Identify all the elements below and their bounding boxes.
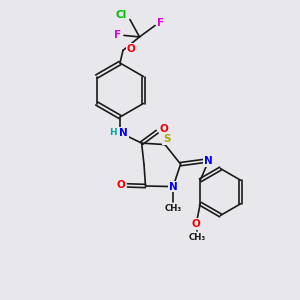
Text: O: O	[159, 124, 168, 134]
Text: CH₃: CH₃	[164, 204, 182, 213]
Text: N: N	[169, 182, 178, 192]
Text: O: O	[127, 44, 136, 54]
Text: H: H	[110, 128, 117, 137]
Text: N: N	[204, 156, 213, 166]
Text: CH₃: CH₃	[189, 233, 206, 242]
Text: S: S	[163, 134, 170, 144]
Text: Cl: Cl	[116, 10, 127, 20]
Text: F: F	[157, 17, 164, 28]
Text: O: O	[116, 180, 125, 190]
Text: F: F	[114, 30, 121, 40]
Text: O: O	[191, 219, 200, 229]
Text: N: N	[119, 128, 128, 138]
